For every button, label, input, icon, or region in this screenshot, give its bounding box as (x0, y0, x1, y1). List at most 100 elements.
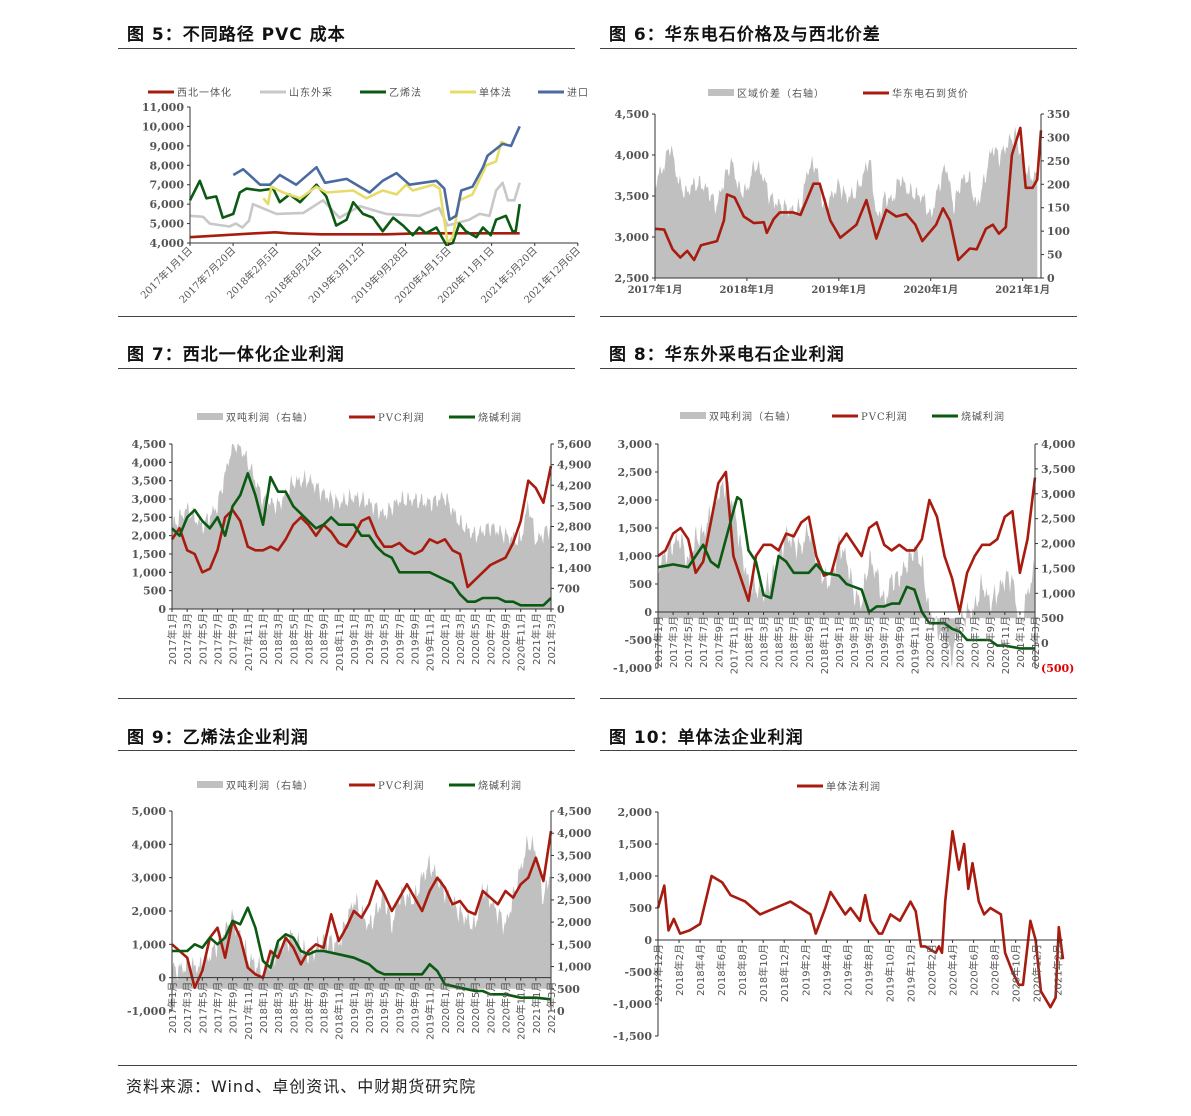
x-axis-tick-label: 2017年7月 (697, 616, 710, 668)
right-axis-tick-label: 4,900 (557, 459, 592, 472)
divider (600, 48, 1077, 49)
x-axis-tick-label: 2017年1月 (166, 982, 179, 1034)
legend-item: 双吨利润（右轴） (680, 410, 796, 423)
left-axis-tick-label: 500 (629, 902, 652, 915)
series-line-2 (657, 495, 1035, 650)
legend-label: 单体法利润 (826, 780, 881, 793)
x-axis-tick-label: 2018年6月 (715, 944, 728, 996)
x-axis-tick-label: 2020年3月 (454, 982, 467, 1034)
divider (118, 698, 575, 699)
legend-label: 区域价差（右轴） (737, 87, 825, 100)
right-axis-tick-label: 3,000 (1041, 488, 1076, 501)
series-area-0 (655, 126, 1038, 278)
x-axis-tick-label: 2020年1月 (439, 982, 452, 1034)
series-line-1 (189, 181, 521, 229)
divider (118, 368, 575, 369)
legend-label: 单体法 (479, 86, 512, 99)
x-axis-tick-label: 2021年3月 (545, 982, 558, 1034)
x-axis-tick-label: 2018年11月 (818, 616, 831, 674)
left-axis-tick-label: 1,500 (618, 522, 653, 535)
x-axis-tick-label: 2018年7月 (302, 613, 315, 665)
series-line-1 (170, 465, 553, 589)
legend-swatch (680, 412, 706, 419)
right-axis-tick-label: 100 (1047, 225, 1070, 238)
source-note: 资料来源：Wind、卓创资讯、中财期货研究院 (126, 1077, 477, 1096)
series-area-0 (172, 444, 551, 609)
legend-label: 进口 (567, 87, 589, 99)
left-axis-tick-label: 0 (644, 606, 652, 619)
right-axis-tick-label: 2,800 (557, 521, 592, 534)
left-axis-tick-label: 4,000 (132, 838, 167, 851)
right-axis-tick-label: 2,000 (557, 916, 592, 929)
x-axis-tick-label: 2020年11月 (515, 613, 528, 671)
x-axis-tick-label: 2018年1月 (257, 982, 270, 1034)
right-axis-tick-label: 50 (1047, 249, 1063, 262)
right-axis-tick-label: 3,500 (557, 849, 592, 862)
right-axis-tick-label: 1,500 (557, 938, 592, 951)
right-axis-tick-label: 700 (557, 582, 580, 595)
x-axis-tick-label: 2019年8月 (862, 944, 875, 996)
x-axis-tick-label: 2021年2月 (1052, 944, 1065, 996)
legend-item: 乙烯法 (360, 86, 421, 99)
left-axis-tick-label: 0 (644, 934, 652, 947)
x-axis-tick-label: 2020年3月 (939, 616, 952, 668)
x-axis-tick-label: 2019年5月 (863, 616, 876, 668)
x-axis-tick-label: 2019年9月 (409, 982, 422, 1034)
x-axis-tick-label: 2019年11月 (424, 982, 437, 1040)
x-axis-tick-label: 2018年7月 (788, 616, 801, 668)
x-axis-tick-label: 2019年3月 (848, 616, 861, 668)
x-axis-tick-label: 2018年5月 (773, 616, 786, 668)
x-axis-tick-label: 2018年5月 (287, 982, 300, 1034)
x-axis-tick-label: 2017年11月 (242, 613, 255, 671)
legend-label: PVC利润 (378, 411, 425, 424)
x-axis-tick-label: 2019年9月 (409, 613, 422, 665)
series-line-2 (172, 906, 552, 1001)
left-axis-tick-label: 3,000 (132, 493, 167, 506)
left-axis-tick-label: -500 (624, 634, 652, 647)
legend-label: 烧碱利润 (478, 779, 522, 792)
x-axis-tick-label: 2017年3月 (181, 613, 194, 665)
legend-swatch (197, 781, 223, 788)
x-axis-tick-label: 2018年1月 (742, 616, 755, 668)
x-axis-tick-label: 2017年5月 (682, 616, 695, 668)
left-axis-tick-label: 4,500 (615, 108, 650, 121)
x-axis-tick-label: 2017年7月 (211, 613, 224, 665)
left-axis-tick-label: 1,500 (132, 548, 167, 561)
left-axis-tick-label: 4,000 (132, 456, 167, 469)
left-axis-tick-label: 500 (143, 585, 166, 598)
x-axis-tick-label: 2020年3月 (454, 613, 467, 665)
figure-7-title: 图 7：西北一体化企业利润 (127, 345, 345, 365)
legend-item: PVC利润 (349, 411, 425, 424)
x-axis-tick-label: 2017年9月 (712, 616, 725, 668)
left-axis-tick-label: 1,000 (618, 870, 653, 883)
right-axis-tick-label: 4,000 (1041, 438, 1076, 451)
x-axis-tick-label: 2018年3月 (272, 613, 285, 665)
legend-label: 烧碱利润 (478, 411, 522, 424)
legend-item: 双吨利润（右轴） (197, 779, 313, 792)
x-axis-tick-label: 2020年4月 (947, 944, 960, 996)
legend-item: 区域价差（右轴） (708, 87, 825, 100)
x-axis-tick-label: 2020年1月 (903, 283, 958, 296)
right-axis-tick-label: 500 (557, 983, 580, 996)
left-axis-tick-label: 0 (158, 972, 166, 985)
x-axis-tick-label: 2019年1月 (833, 616, 846, 668)
left-axis-tick-label: 2,000 (618, 806, 653, 819)
right-axis-tick-label: 2,500 (1041, 513, 1076, 526)
x-axis-tick-label: 2021年1月 (530, 982, 543, 1034)
right-axis-tick-label: 0 (557, 1005, 565, 1018)
right-axis-tick-label: 0 (557, 603, 565, 616)
legend-item: 西北一体化 (148, 86, 231, 99)
right-axis-tick-label: 150 (1047, 202, 1070, 215)
right-axis-tick-label: 3,500 (1041, 463, 1076, 476)
left-axis-tick-label: 6,000 (150, 198, 185, 211)
series-line-1 (654, 126, 1043, 262)
x-axis-tick-label: 2019年10月 (883, 944, 896, 1002)
x-axis-tick-label: 2018年8月 (736, 944, 749, 996)
x-axis-tick-label: 2020年12月 (1031, 944, 1044, 1002)
right-axis-tick-label: 1,400 (557, 562, 592, 575)
series-line-2 (171, 472, 552, 607)
left-axis-tick-label: 4,500 (132, 438, 167, 451)
right-axis-tick-label: 1,500 (1041, 562, 1076, 575)
right-axis-tick-label: (500) (1041, 662, 1074, 675)
